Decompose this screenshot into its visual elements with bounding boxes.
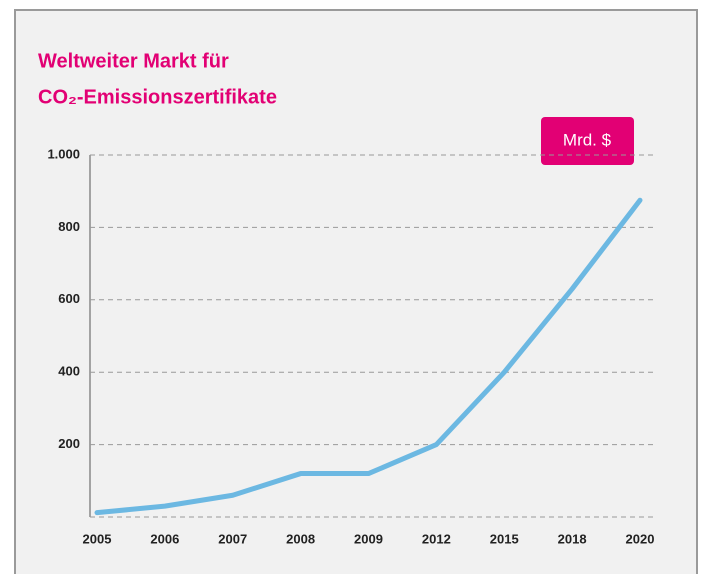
y-tick-label: 600	[58, 291, 80, 306]
x-tick-label: 2018	[558, 531, 587, 546]
x-tick-label: 2005	[83, 531, 112, 546]
unit-label: Mrd. $	[563, 130, 612, 149]
x-tick-label: 2009	[354, 531, 383, 546]
data-line	[94, 197, 643, 516]
frame	[14, 9, 698, 574]
x-tick-label: 2012	[422, 531, 451, 546]
x-tick-label: 2015	[490, 531, 519, 546]
y-tick-label: 800	[58, 219, 80, 234]
y-tick-label: 1.000	[47, 146, 80, 161]
chart-title-line: CO₂-Emissionszertifikate	[38, 86, 277, 108]
x-tick-label: 2006	[150, 531, 179, 546]
x-tick-label: 2020	[626, 531, 655, 546]
y-tick-label: 200	[58, 436, 80, 451]
y-tick-label: 400	[58, 364, 80, 379]
chart-title-line: Weltweiter Markt für	[38, 50, 229, 72]
x-tick-label: 2008	[286, 531, 315, 546]
unit-badge	[541, 117, 634, 165]
x-tick-label: 2007	[218, 531, 247, 546]
